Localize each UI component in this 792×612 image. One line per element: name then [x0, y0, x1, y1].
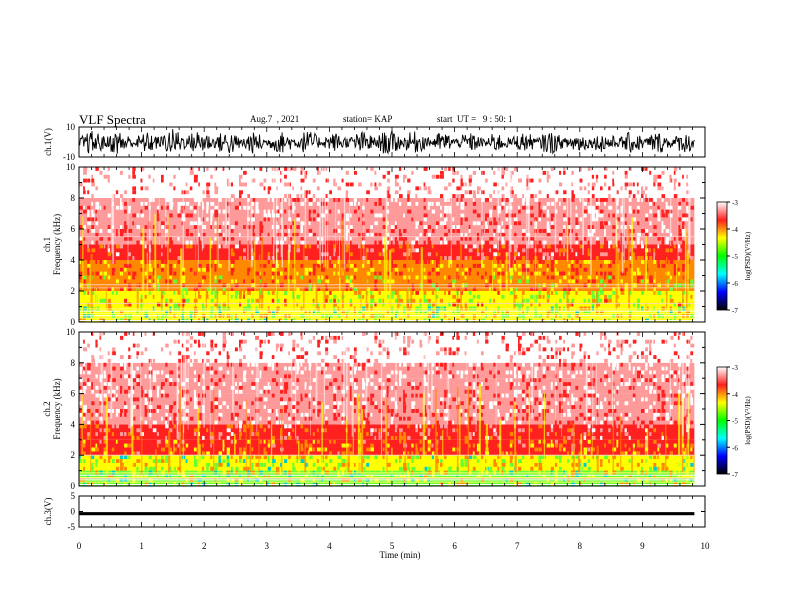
y-axis-label: ch.3(V) — [43, 498, 53, 526]
ch3-waveform-panel: 5 0 -5 ch.3(V) — [43, 491, 706, 532]
colorbar-tick-label: -4 — [732, 226, 738, 234]
colorbar-tick-label: -6 — [732, 444, 738, 452]
x-tick-label: 3 — [265, 541, 270, 551]
ch1-waveform-panel: 10 -10 ch.1(V) — [43, 122, 706, 162]
station-label: station= KAP — [343, 114, 393, 124]
colorbar-tick-label: -4 — [732, 391, 738, 399]
colorbar-tick-label: -6 — [732, 280, 738, 288]
x-axis-label: Time (min) — [380, 550, 421, 560]
waveform-trace — [78, 129, 695, 155]
y-tick-label: 4 — [71, 255, 76, 265]
y-tick-label: 8 — [71, 193, 76, 203]
y-tick-label: 8 — [71, 358, 76, 368]
colorbar-tick-label: -3 — [732, 199, 738, 207]
colorbar: -3 -4 -5 -6 -7 log(PSD)(V²/Hz) — [716, 364, 752, 479]
x-tick-label: 4 — [327, 541, 332, 551]
colorbar: -3 -4 -5 -6 -7 log(PSD)(V²/Hz) — [716, 199, 752, 315]
y-tick-label: 10 — [66, 327, 76, 337]
ch1-spectrogram-panel: 0 2 4 6 8 10 ch.1 Frequency (kHz) -3 -4 -5 -6 -7 log(… — [42, 162, 752, 327]
y-axis-label: ch.2 — [42, 401, 52, 416]
x-tick-label: 10 — [701, 541, 711, 551]
y-tick-label: -5 — [68, 522, 76, 532]
y-tick-label: 6 — [71, 389, 76, 399]
y-tick-label: 10 — [66, 162, 76, 172]
colorbar-tick-label: -7 — [732, 307, 738, 315]
spectrogram-band — [79, 347, 695, 363]
colorbar-tick-label: -5 — [732, 253, 738, 261]
colorbar-gradient — [716, 366, 728, 475]
date-label: Aug.7 , 2021 — [250, 114, 300, 124]
x-tick-label: 5 — [390, 541, 395, 551]
chart-title: VLF Spectra — [79, 112, 146, 127]
colorbar-tick-label: -7 — [732, 471, 738, 479]
x-tick-label: 0 — [77, 541, 82, 551]
colorbar-tick-label: -3 — [732, 364, 738, 372]
start-time-label: start UT = 9 : 50: 1 — [437, 114, 513, 124]
y-tick-label: 0 — [71, 507, 76, 517]
y-tick-label: 6 — [71, 224, 76, 234]
x-tick-label: 1 — [139, 541, 144, 551]
y-axis-label: ch.1(V) — [43, 128, 53, 156]
spectrogram-bursts — [81, 332, 695, 474]
colorbar-label: log(PSD)(V²/Hz) — [744, 396, 752, 445]
x-tick-label: 8 — [578, 541, 583, 551]
y-tick-label: 0 — [71, 317, 76, 327]
x-tick-label: 9 — [640, 541, 645, 551]
y-axis-label: ch.1 — [42, 237, 52, 252]
y-tick-label: 2 — [71, 450, 76, 460]
y-tick-label: 0 — [71, 481, 76, 491]
colorbar-gradient — [716, 201, 728, 311]
y-axis-label: Frequency (kHz) — [52, 214, 62, 275]
ch2-spectrogram-panel: 0 2 4 6 8 10 ch.2 Frequency (kHz) -3 -4 -5 -6 -7 log(… — [42, 327, 752, 491]
x-tick-label: 7 — [515, 541, 520, 551]
colorbar-label: log(PSD)(V²/Hz) — [744, 231, 752, 280]
y-tick-label: -10 — [63, 152, 75, 162]
x-tick-label: 6 — [452, 541, 457, 551]
y-tick-label: 10 — [66, 122, 76, 132]
y-tick-label: 4 — [71, 419, 76, 429]
x-axis: 0 1 2 3 4 5 6 7 8 9 10 Time (min) — [77, 127, 710, 560]
y-axis-label: Frequency (kHz) — [52, 378, 62, 439]
y-tick-label: 5 — [71, 491, 76, 501]
colorbar-tick-label: -5 — [732, 418, 738, 426]
x-tick-label: 2 — [202, 541, 207, 551]
spectrogram-bursts — [82, 167, 691, 310]
y-tick-label: 2 — [71, 286, 76, 296]
waveform-trace — [79, 512, 695, 516]
